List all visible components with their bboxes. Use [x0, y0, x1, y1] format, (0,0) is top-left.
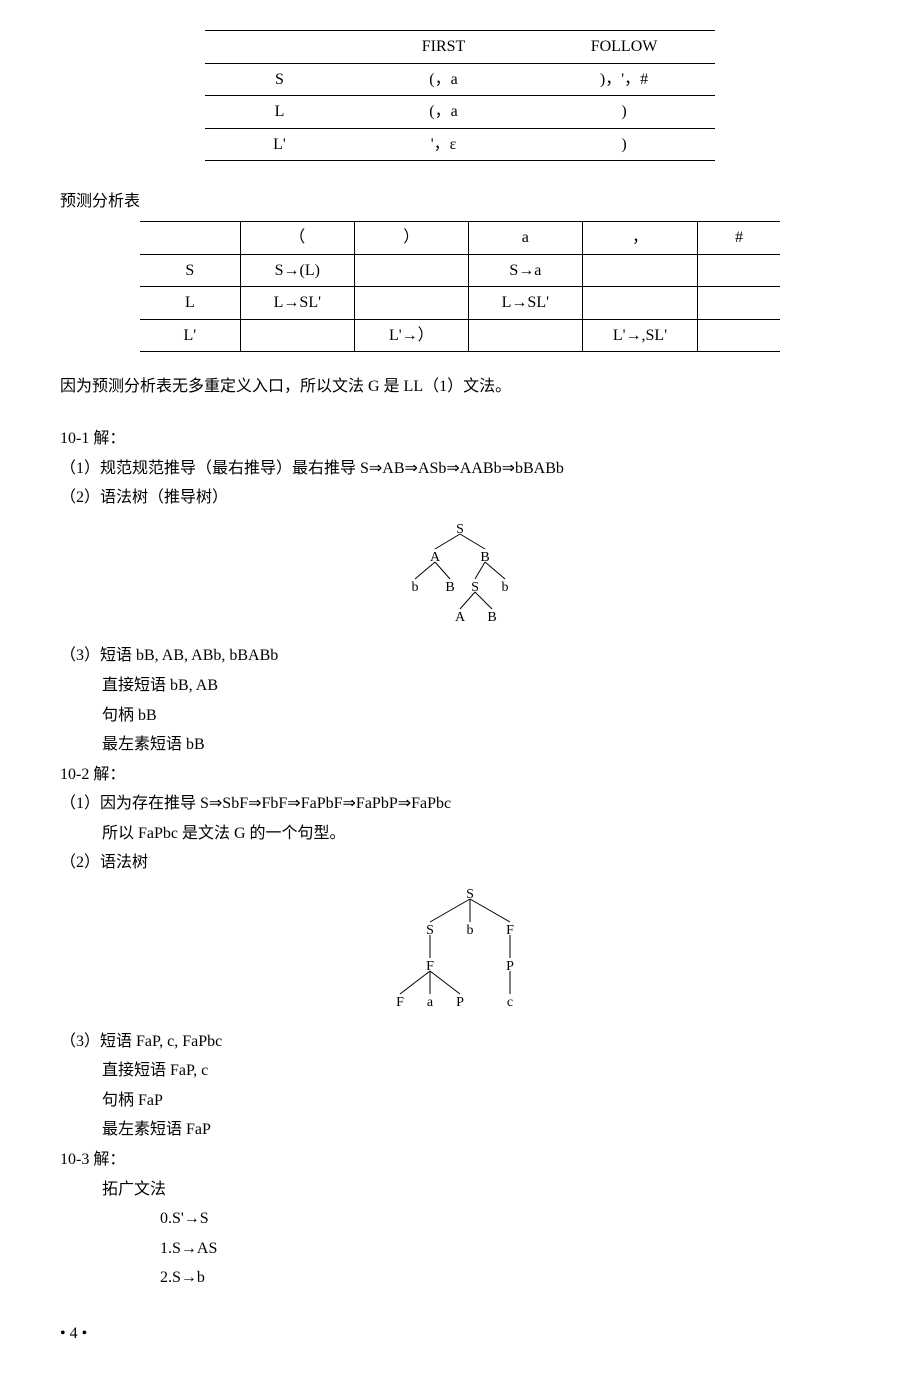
t1-cell: )，'，#	[533, 63, 715, 96]
sol-10-2-line: 所以 FaPbc 是文法 G 的一个句型。	[60, 821, 860, 847]
t2-cell	[698, 254, 780, 287]
sol-10-2-line: （2）语法树	[60, 850, 860, 876]
svg-text:F: F	[506, 923, 514, 938]
sol-10-1-line: （1）规范规范推导（最右推导）最右推导 S⇒AB⇒ASb⇒AABb⇒bBABb	[60, 456, 860, 482]
svg-text:B: B	[480, 550, 489, 565]
sol-10-2-line: 句柄 FaP	[60, 1088, 860, 1114]
page-number: • 4 •	[60, 1321, 860, 1347]
sol-10-3-rule: 1.S→AS	[60, 1236, 860, 1262]
svg-text:P: P	[456, 995, 464, 1010]
t1-cell: )	[533, 96, 715, 129]
svg-text:b: b	[502, 580, 509, 595]
conclusion-text: 因为预测分析表无多重定义入口，所以文法 G 是 LL（1）文法。	[60, 374, 860, 400]
t1-cell: (，a	[354, 96, 533, 129]
t2-cell	[582, 287, 697, 320]
sol-10-2-line: （3）短语 FaP, c, FaPbc	[60, 1029, 860, 1055]
tree-2-svg: S Sb F F P Fa Pc	[375, 882, 545, 1014]
t2-cell	[582, 254, 697, 287]
t1-cell: (，a	[354, 63, 533, 96]
t1-header: FIRST	[354, 31, 533, 64]
syntax-tree-1: SABbBSbAB	[60, 517, 860, 638]
svg-text:S: S	[426, 923, 434, 938]
t2-header: （	[240, 221, 354, 254]
pred-title: 预测分析表	[60, 189, 860, 215]
tree-1-svg: SABbBSbAB	[380, 517, 540, 629]
t1-cell: '，ε	[354, 128, 533, 161]
t2-cell: S	[140, 254, 240, 287]
sol-10-1-line: （3）短语 bB, AB, ABb, bBABb	[60, 643, 860, 669]
svg-text:S: S	[466, 887, 474, 902]
sol-10-1-title: 10-1 解：	[60, 426, 860, 452]
t2-header: ，	[582, 221, 697, 254]
svg-text:b: b	[467, 923, 474, 938]
t2-cell	[240, 319, 354, 352]
t2-cell: L→SL'	[468, 287, 582, 320]
t1-cell: L	[205, 96, 354, 129]
sol-10-3-title: 10-3 解：	[60, 1147, 860, 1173]
sol-10-3-line: 拓广文法	[60, 1177, 860, 1203]
t2-cell: L	[140, 287, 240, 320]
sol-10-1-line: （2）语法树（推导树）	[60, 485, 860, 511]
t1-cell: S	[205, 63, 354, 96]
svg-text:b: b	[412, 580, 419, 595]
syntax-tree-2: S Sb F F P Fa Pc	[60, 882, 860, 1023]
sol-10-1-line: 最左素短语 bB	[60, 732, 860, 758]
svg-text:P: P	[506, 959, 514, 974]
svg-text:A: A	[455, 610, 466, 625]
t2-header: a	[468, 221, 582, 254]
t2-cell	[468, 319, 582, 352]
svg-text:S: S	[471, 580, 479, 595]
t2-cell	[354, 287, 468, 320]
sol-10-1-line: 直接短语 bB, AB	[60, 673, 860, 699]
sol-10-3-rule: 2.S→b	[60, 1265, 860, 1291]
t2-cell: L'→,SL'	[582, 319, 697, 352]
t1-cell: )	[533, 128, 715, 161]
t2-cell	[698, 319, 780, 352]
prediction-table: （ ） a ， # S S→(L) S→a L L→SL' L→SL' L' L…	[140, 221, 780, 352]
t2-header: #	[698, 221, 780, 254]
first-follow-table: FIRST FOLLOW S (，a )，'，# L (，a ) L' '，ε …	[205, 30, 715, 161]
svg-text:c: c	[507, 995, 513, 1010]
t2-cell: L→SL'	[240, 287, 354, 320]
svg-text:S: S	[456, 522, 464, 537]
t2-cell: S→(L)	[240, 254, 354, 287]
t2-header	[140, 221, 240, 254]
t2-header: ）	[354, 221, 468, 254]
svg-text:B: B	[445, 580, 454, 595]
t1-cell: L'	[205, 128, 354, 161]
sol-10-3-rule: 0.S'→S	[60, 1206, 860, 1232]
svg-text:B: B	[487, 610, 496, 625]
t1-header: FOLLOW	[533, 31, 715, 64]
t2-cell: S→a	[468, 254, 582, 287]
svg-text:F: F	[426, 959, 434, 974]
sol-10-2-title: 10-2 解：	[60, 762, 860, 788]
t2-cell	[698, 287, 780, 320]
sol-10-2-line: 直接短语 FaP, c	[60, 1058, 860, 1084]
svg-text:A: A	[430, 550, 441, 565]
sol-10-1-line: 句柄 bB	[60, 703, 860, 729]
t1-header	[205, 31, 354, 64]
t2-cell: L'→）	[354, 319, 468, 352]
svg-text:a: a	[427, 995, 434, 1010]
svg-text:F: F	[396, 995, 404, 1010]
sol-10-2-line: （1）因为存在推导 S⇒SbF⇒FbF⇒FaPbF⇒FaPbP⇒FaPbc	[60, 791, 860, 817]
t2-cell	[354, 254, 468, 287]
sol-10-2-line: 最左素短语 FaP	[60, 1117, 860, 1143]
t2-cell: L'	[140, 319, 240, 352]
